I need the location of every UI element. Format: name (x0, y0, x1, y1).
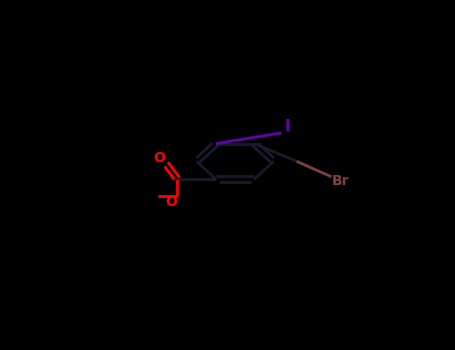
Text: Br: Br (332, 174, 349, 188)
Text: O: O (154, 150, 166, 164)
Text: O: O (165, 195, 177, 209)
Text: I: I (285, 119, 290, 134)
